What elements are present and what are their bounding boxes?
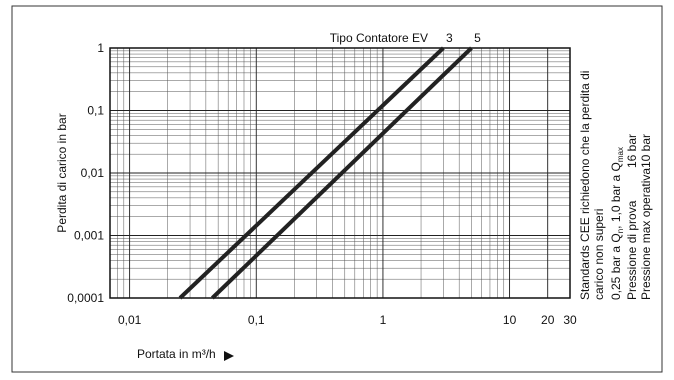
arrow-icon [224,351,234,361]
side-note-part: carico non superi [592,209,606,300]
data-line [178,46,445,300]
x-tick-label: 0,01 [118,313,142,327]
x-tick-label: 10 [503,313,517,327]
chart-title: Tipo Contatore EV [330,31,428,45]
side-note: 10 bar [639,134,653,168]
y-tick-label: 0,001 [74,229,104,243]
y-tick-label: 0,01 [81,166,105,180]
side-note: Standards CEE richiedono che la perdita … [578,71,592,300]
x-tick-label: 30 [563,313,577,327]
side-note-part: n [616,229,625,233]
x-tick-label: 1 [380,313,387,327]
side-note-part: max [616,147,625,162]
side-note: Pressione max operativa [639,168,653,300]
side-note-part: Standards CEE richiedono che la perdita … [578,71,592,300]
outer-frame [11,5,663,373]
series-label: 3 [446,31,453,45]
data-line [210,46,473,300]
series-label: 5 [474,31,481,45]
plot-frame [109,47,571,299]
side-note: 16 bar [625,134,639,168]
side-note-part: 0,25 bar a Q [609,233,623,300]
side-note-part: , 1,0 bar a Q [609,162,623,229]
x-tick-label: 0,1 [248,313,265,327]
side-note: Pressione di prova [625,200,639,300]
y-tick-label: 0,0001 [67,291,104,305]
y-tick-label: 1 [97,41,104,55]
y-axis-label: Perdita di carico in bar [55,113,69,232]
x-tick-label: 20 [541,313,555,327]
side-note: 0,25 bar a Qn, 1,0 bar a Qmax [609,147,625,300]
x-axis-label: Portata in m³/h [137,347,216,361]
grid [110,47,571,299]
y-tick-label: 0,1 [87,104,104,118]
side-note: carico non superi [592,209,606,300]
